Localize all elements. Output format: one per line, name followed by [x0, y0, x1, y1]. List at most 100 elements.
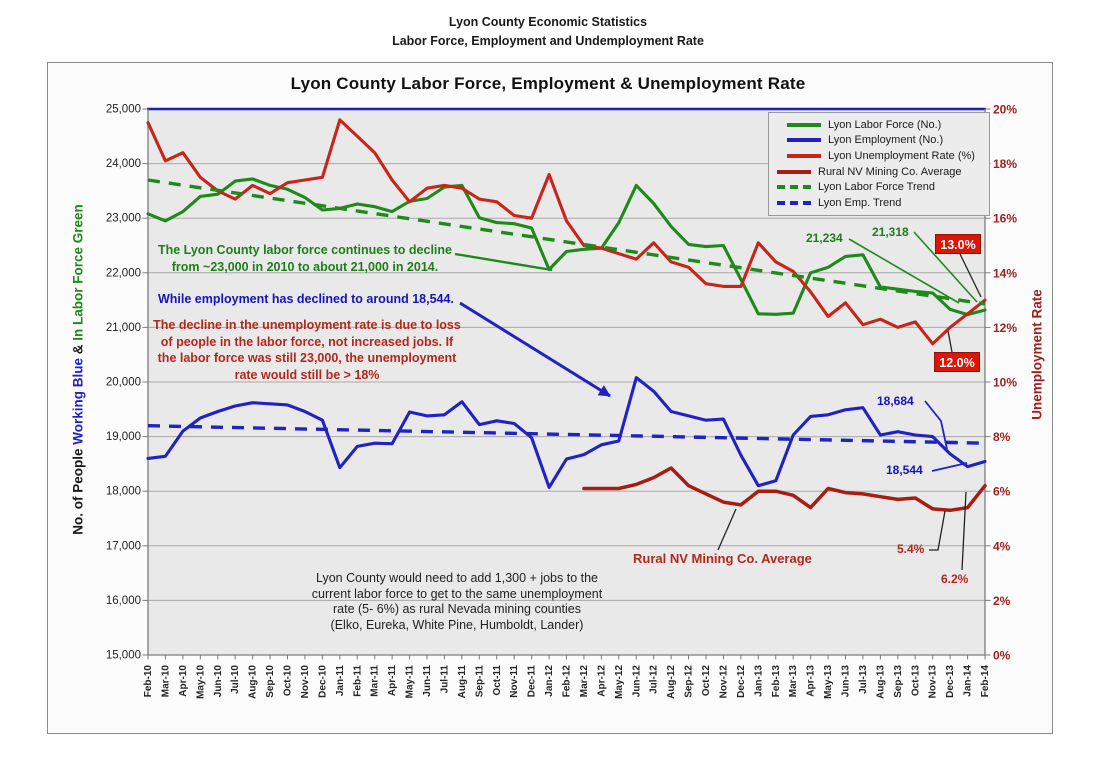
- svg-text:Jan-12: Jan-12: [544, 665, 555, 697]
- svg-text:Oct-12: Oct-12: [701, 665, 712, 697]
- legend-label: Lyon Labor Force Trend: [818, 181, 935, 194]
- svg-text:Mar-11: Mar-11: [370, 665, 381, 697]
- svg-text:Sep-10: Sep-10: [265, 665, 276, 698]
- svg-text:Apr-13: Apr-13: [806, 665, 817, 697]
- svg-text:May-13: May-13: [823, 665, 834, 699]
- legend-item-lyon-emp-trend: Lyon Emp. Trend: [775, 197, 983, 209]
- svg-text:Sep-12: Sep-12: [684, 665, 695, 698]
- svg-text:Dec-10: Dec-10: [317, 665, 328, 698]
- svg-text:Sep-13: Sep-13: [893, 665, 904, 698]
- svg-text:20,000: 20,000: [106, 377, 141, 389]
- series-lyon-unemployment-rate-line: [146, 118, 987, 346]
- svg-text:Nov-13: Nov-13: [928, 665, 939, 699]
- svg-text:16,000: 16,000: [106, 595, 141, 607]
- svg-text:Nov-12: Nov-12: [718, 665, 729, 699]
- legend-label: Lyon Employment (No.): [828, 134, 944, 147]
- svg-text:Apr-11: Apr-11: [387, 665, 398, 697]
- labor-jan14-value-label: 21,234: [806, 231, 843, 245]
- svg-text:18%: 18%: [993, 157, 1017, 171]
- series-lyon-employment-no-line: [146, 376, 987, 489]
- legend-swatch-icon: [777, 201, 811, 206]
- svg-text:Apr-10: Apr-10: [178, 665, 189, 697]
- svg-text:Jul-12: Jul-12: [649, 665, 660, 694]
- svg-text:Sep-11: Sep-11: [474, 665, 485, 698]
- svg-text:12%: 12%: [993, 321, 1017, 335]
- legend-swatch-icon: [787, 138, 821, 143]
- legend-item-lyon-labor-force-no: Lyon Labor Force (No.): [775, 119, 983, 131]
- rural-mining-series-label: Rural NV Mining Co. Average: [633, 551, 812, 566]
- legend-swatch-icon: [787, 154, 821, 159]
- page-title: Lyon County Economic Statistics Labor Fo…: [0, 13, 1096, 51]
- legend-item-lyon-unemployment-rate: Lyon Unemployment Rate (%): [775, 150, 983, 162]
- svg-text:6%: 6%: [993, 485, 1011, 499]
- svg-text:Mar-10: Mar-10: [160, 665, 171, 698]
- series-lyon-labor-force-trend-line: [147, 178, 986, 306]
- svg-text:0%: 0%: [993, 649, 1011, 663]
- left-axis-title-part: In Labor Force Green: [70, 204, 86, 341]
- svg-text:Feb-13: Feb-13: [771, 665, 782, 698]
- x-axis-labels: Feb-10 Mar-10 Apr-10 May-10 Jun-10 Jul-10 Aug-…: [143, 665, 991, 699]
- svg-text:Oct-11: Oct-11: [492, 665, 503, 696]
- svg-text:23,000: 23,000: [106, 213, 141, 225]
- rate-dec13-callout-box: 12.0%: [934, 352, 980, 372]
- svg-text:Dec-13: Dec-13: [945, 665, 956, 698]
- svg-text:Jun-12: Jun-12: [631, 665, 642, 698]
- svg-text:Jun-11: Jun-11: [422, 665, 433, 697]
- svg-text:Mar-12: Mar-12: [579, 665, 590, 698]
- right-axis-title: Unemployment Rate: [1029, 289, 1045, 420]
- unemployment-rate-note: The decline in the unemployment rate is …: [153, 318, 461, 382]
- svg-text:Jan-11: Jan-11: [335, 665, 346, 697]
- svg-text:10%: 10%: [993, 376, 1017, 390]
- left-axis-title: No. of People Working Blue & In Labor Fo…: [71, 160, 86, 580]
- legend-label: Rural NV Mining Co. Average: [818, 165, 962, 178]
- legend-item-lyon-labor-force-trend: Lyon Labor Force Trend: [775, 181, 983, 193]
- rural-jan14-value-label: 5.4%: [897, 542, 925, 556]
- svg-text:Dec-12: Dec-12: [736, 665, 747, 698]
- svg-text:Aug-12: Aug-12: [666, 665, 677, 699]
- page-title-line1: Lyon County Economic Statistics: [448, 15, 648, 29]
- employment-dec13-value-label: 18,684: [877, 394, 914, 408]
- svg-text:Feb-14: Feb-14: [980, 665, 991, 698]
- left-axis-title-part: No. of People: [70, 444, 86, 535]
- svg-text:20%: 20%: [993, 103, 1017, 117]
- svg-text:8%: 8%: [993, 430, 1011, 444]
- series-lyon-labor-force-no-line: [146, 177, 987, 317]
- svg-text:Jul-10: Jul-10: [230, 665, 241, 694]
- left-axis-labels: 25,000 24,000 23,000 22,000 21,000 20,000 19,0…: [106, 104, 141, 662]
- svg-text:Oct-13: Oct-13: [910, 665, 921, 697]
- svg-text:18,000: 18,000: [106, 486, 141, 498]
- svg-text:21,000: 21,000: [106, 322, 141, 334]
- svg-text:Nov-11: Nov-11: [509, 665, 520, 698]
- jobs-needed-note: Lyon County would need to add 1,300 + jo…: [311, 571, 603, 632]
- svg-text:Oct-10: Oct-10: [283, 665, 294, 697]
- svg-text:Aug-10: Aug-10: [248, 665, 259, 699]
- legend-label: Lyon Unemployment Rate (%): [828, 150, 975, 163]
- svg-text:Jan-13: Jan-13: [753, 665, 764, 697]
- svg-text:17,000: 17,000: [106, 540, 141, 552]
- svg-text:16%: 16%: [993, 212, 1017, 226]
- svg-text:May-12: May-12: [614, 665, 625, 699]
- series-rural-nv-mining-co-average-line: [582, 466, 987, 513]
- legend-item-rural-nv-mining-co-average: Rural NV Mining Co. Average: [775, 166, 983, 178]
- legend-label: Lyon Emp. Trend: [818, 197, 902, 210]
- legend-item-lyon-employment-no: Lyon Employment (No.): [775, 134, 983, 146]
- svg-text:May-11: May-11: [405, 665, 416, 699]
- left-axis-title-part: Working Blue: [70, 358, 86, 445]
- svg-text:May-10: May-10: [195, 665, 206, 699]
- legend: Lyon Labor Force (No.) Lyon Employment (N…: [768, 112, 990, 216]
- svg-text:Mar-13: Mar-13: [788, 665, 799, 698]
- svg-text:Jul-13: Jul-13: [858, 665, 869, 694]
- left-axis-title-part: &: [70, 340, 86, 359]
- svg-text:Feb-10: Feb-10: [143, 665, 154, 698]
- chart-title: Lyon County Labor Force, Employment & Un…: [290, 74, 806, 93]
- svg-text:Apr-12: Apr-12: [596, 665, 607, 697]
- svg-text:24,000: 24,000: [106, 158, 141, 170]
- svg-text:15,000: 15,000: [106, 650, 141, 662]
- rate-feb14-callout-box: 13.0%: [935, 234, 981, 254]
- tick-marks: [142, 108, 991, 660]
- svg-text:Aug-13: Aug-13: [875, 665, 886, 699]
- callout-lines: [454, 231, 982, 571]
- series-lyon-emp-trend-line: [147, 424, 986, 445]
- legend-swatch-icon: [777, 169, 811, 174]
- rural-feb14-value-label: 6.2%: [941, 572, 969, 586]
